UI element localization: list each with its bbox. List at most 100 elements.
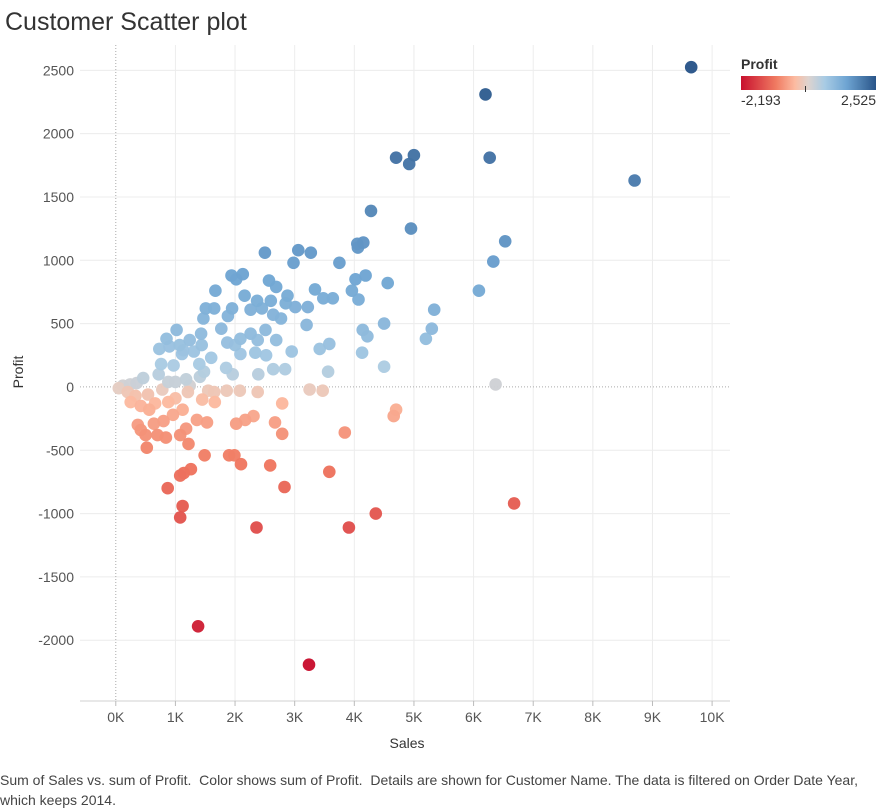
data-point [234,332,247,346]
data-point [333,256,346,270]
y-tick-label: 1000 [43,252,74,268]
data-point [200,416,214,429]
data-point [278,480,291,494]
data-point [170,323,183,337]
data-point [136,371,150,385]
data-point [292,243,305,257]
legend-max-label: 2,525 [840,92,876,108]
legend-title: Profit [741,56,778,72]
data-point [195,338,208,352]
data-point [326,292,340,305]
data-point [308,283,322,296]
data-point [176,403,189,417]
data-point [162,395,175,409]
data-point [249,346,262,360]
data-point [194,327,208,341]
chart-caption: Sum of Sales vs. sum of Profit. Color sh… [0,772,858,808]
y-tick-label: -500 [46,442,74,458]
data-point [215,322,228,336]
data-points [112,60,698,671]
data-point [289,300,302,314]
data-point [244,327,257,341]
data-point [251,385,264,399]
data-point [498,235,512,248]
data-point [369,507,383,520]
data-point [323,337,336,351]
data-point [507,497,521,510]
data-point [628,174,641,187]
y-axis-title: Profit [10,356,26,389]
x-tick-label: 4K [346,709,364,725]
data-point [173,338,186,352]
x-tick-label: 8K [584,709,602,725]
data-point [173,469,187,482]
data-point [407,148,421,162]
data-point [338,426,352,439]
data-point [349,273,362,286]
data-point [142,403,156,417]
data-point [160,332,173,346]
data-point [220,384,233,398]
data-point [285,345,299,358]
data-point [302,658,316,671]
data-point [377,317,391,330]
x-tick-label: 7K [525,709,543,725]
y-tick-label: 1500 [43,189,74,205]
data-point [204,351,218,365]
data-point [193,357,206,371]
x-tick-label: 2K [226,709,244,725]
y-tick-label: 0 [66,379,74,395]
data-point [355,346,369,360]
data-point [304,246,318,259]
data-point [219,361,233,375]
data-point [153,342,166,356]
x-tick-label: 5K [405,709,423,725]
data-point [195,393,209,406]
data-point [161,481,174,495]
color-legend: Profit -2,193 2,525 [741,56,876,108]
data-point [266,362,280,376]
x-tick-label: 0K [107,709,125,725]
x-axis-title: Sales [389,735,424,751]
data-point [173,428,187,442]
data-point [262,274,276,287]
data-point [278,362,292,376]
y-tick-label: -2000 [38,632,74,648]
data-point [479,88,492,101]
data-point [364,204,378,218]
data-point [154,357,168,371]
data-point [316,384,330,398]
legend-min-label: -2,193 [741,92,781,108]
data-point [345,284,359,298]
x-tick-label: 3K [286,709,304,725]
data-point [139,428,152,442]
data-point [225,269,238,282]
data-point [198,449,211,462]
data-point [300,318,313,332]
data-point [269,333,283,347]
data-point [352,293,365,306]
data-point [321,365,335,379]
data-point [303,383,316,396]
data-point [356,323,370,337]
data-point [317,292,330,305]
data-point [152,368,165,381]
data-point [387,409,401,423]
data-point [472,284,486,298]
data-point [244,303,257,317]
data-point [357,236,370,249]
chart-title: Customer Scatter plot [5,8,247,36]
y-tick-label: 2500 [43,62,74,78]
data-point [250,294,264,308]
data-point [159,431,173,444]
data-point [684,60,698,74]
data-point [221,336,234,349]
data-point [228,449,241,462]
data-point [377,360,391,374]
y-axis-ticks: -2000 -1500 -1000 -500 0 500 1000 1500 2000 2500 [38,62,74,648]
data-point [207,385,221,399]
data-point [173,511,187,524]
data-point [190,413,204,427]
data-point [234,457,248,471]
data-point [183,333,196,347]
